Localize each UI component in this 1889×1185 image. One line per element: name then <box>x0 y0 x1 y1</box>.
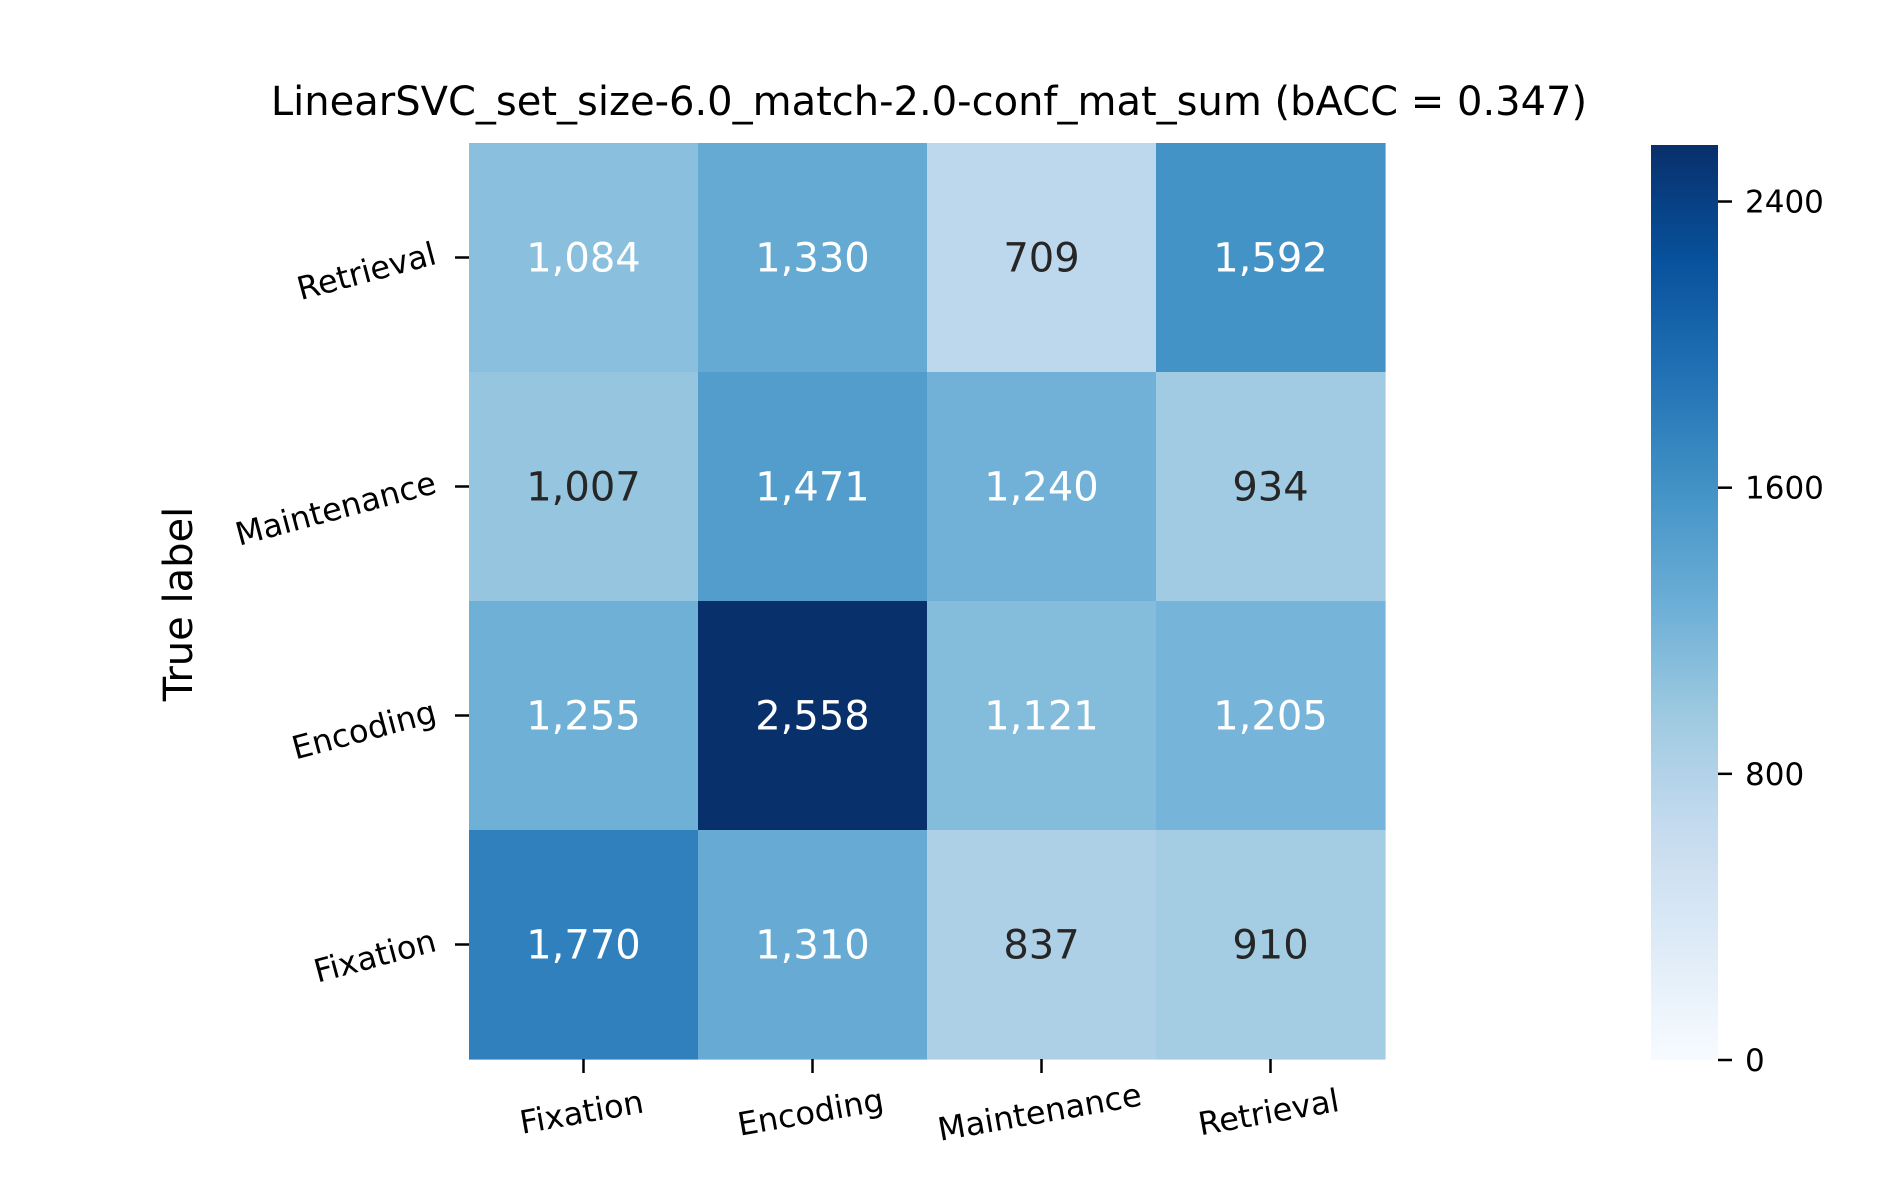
cell-value-label: 1,471 <box>755 465 870 511</box>
heatmap-cell <box>469 830 699 1060</box>
cell-value-label: 910 <box>1232 923 1308 969</box>
x-tick-label: Fixation <box>517 1083 647 1142</box>
cell-value-label: 1,084 <box>526 236 641 282</box>
heatmap-cell <box>1156 143 1386 373</box>
cell-value-label: 1,121 <box>984 694 1099 740</box>
heatmap-cell <box>927 601 1157 831</box>
x-tick-label: Encoding <box>735 1081 887 1144</box>
heatmap-cell <box>469 372 699 602</box>
heatmap-cell <box>469 601 699 831</box>
colorbar: 0 800 1600 2400 <box>1651 145 1824 1079</box>
y-axis: Retrieval Maintenance Encoding Fixation <box>231 235 469 991</box>
cell-value-label: 1,330 <box>755 236 870 282</box>
cell-value-label: 1,205 <box>1213 694 1328 740</box>
heatmap-cell <box>698 601 928 831</box>
cell-value-label: 1,310 <box>755 923 870 969</box>
y-tick-label: Fixation <box>310 922 440 991</box>
x-axis: Fixation Encoding Maintenance Retrieval <box>517 1059 1342 1149</box>
cell-value-label: 1,592 <box>1213 236 1328 282</box>
y-tick-label: Retrieval <box>293 235 440 309</box>
x-tick-label: Retrieval <box>1195 1081 1342 1143</box>
heatmap-cell <box>927 143 1157 373</box>
heatmap-cell <box>698 143 928 373</box>
heatmap-cell <box>927 830 1157 1060</box>
cell-value-label: 1,255 <box>526 694 641 740</box>
heatmap-cells: 1,084 1,330 709 1,592 1,007 1,471 1,240 934 1,25… <box>469 143 1386 1060</box>
cell-value-label: 837 <box>1003 923 1079 969</box>
colorbar-tick-label: 1600 <box>1745 471 1824 507</box>
cell-value-label: 1,770 <box>526 923 641 969</box>
colorbar-tick-label: 800 <box>1745 757 1804 793</box>
cell-value-label: 1,007 <box>526 465 641 511</box>
cell-value-label: 1,240 <box>984 465 1099 511</box>
heatmap-cell <box>1156 830 1386 1060</box>
colorbar-tick-label: 2400 <box>1745 185 1824 221</box>
colorbar-tick-label: 0 <box>1745 1043 1765 1079</box>
heatmap-cell <box>1156 372 1386 602</box>
cell-value-label: 709 <box>1003 236 1079 282</box>
heatmap-cell <box>698 372 928 602</box>
heatmap-cell <box>698 830 928 1060</box>
cell-value-label: 2,558 <box>755 694 870 740</box>
heatmap-cell <box>1156 601 1386 831</box>
heatmap-cell <box>469 143 699 373</box>
y-tick-label: Encoding <box>288 693 440 768</box>
colorbar-gradient-bar <box>1651 145 1718 1060</box>
y-tick-label: Maintenance <box>231 464 440 554</box>
chart-title: LinearSVC_set_size-6.0_match-2.0-conf_ma… <box>271 79 1587 125</box>
heatmap-cell <box>927 372 1157 602</box>
x-tick-label: Maintenance <box>935 1076 1145 1149</box>
y-axis-label: True label <box>156 507 202 702</box>
cell-value-label: 934 <box>1232 465 1308 511</box>
